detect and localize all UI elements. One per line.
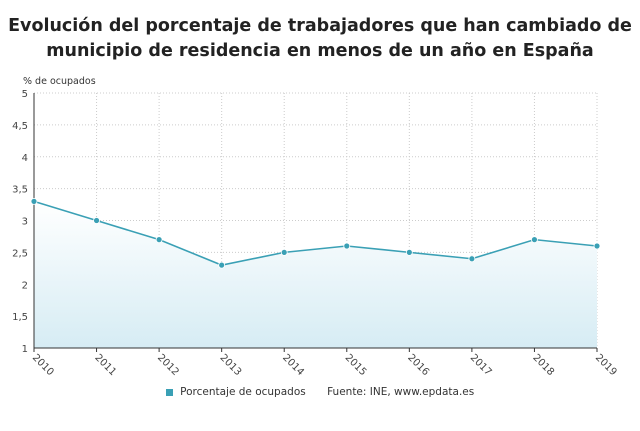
y-tick-label: 1: [22, 344, 28, 355]
y-tick-label: 1,5: [12, 312, 28, 323]
x-tick-label: 2018: [530, 352, 556, 378]
area-fill: [34, 201, 597, 348]
y-tick-label: 3: [22, 217, 28, 228]
x-tick-label: 2010: [30, 352, 56, 378]
legend-label: Porcentaje de ocupados: [180, 386, 306, 398]
data-point: [93, 217, 100, 224]
y-tick-label: 5: [22, 89, 28, 100]
y-tick-label: 3,5: [12, 185, 28, 196]
x-tick-label: 2015: [343, 352, 369, 378]
y-axis-label: % de ocupados: [23, 76, 96, 87]
data-point: [218, 261, 226, 269]
data-point: [405, 248, 413, 256]
chart-title: Evolución del porcentaje de trabajadores…: [8, 16, 632, 61]
legend: Porcentaje de ocupados Fuente: INE, www.…: [0, 386, 640, 398]
data-point: [30, 197, 38, 205]
y-tick-label: 4: [22, 153, 28, 164]
data-point: [343, 242, 351, 250]
series-line: [33, 200, 598, 266]
source-note: Fuente: INE, www.epdata.es: [327, 386, 475, 398]
y-tick-label: 2,5: [12, 248, 28, 259]
data-point: [468, 255, 476, 263]
data-point: [531, 236, 538, 244]
x-tick-label: 2013: [218, 352, 244, 378]
y-tick-label: 2: [22, 280, 28, 291]
x-tick-label: 2019: [593, 352, 619, 378]
x-tick-label: 2014: [280, 352, 306, 378]
legend-swatch: [165, 388, 173, 396]
data-point: [155, 236, 163, 244]
x-tick-label: 2016: [405, 352, 431, 378]
x-tick-label: 2011: [92, 352, 118, 378]
data-point: [280, 248, 288, 256]
x-tick-label: 2012: [155, 352, 181, 378]
data-point: [593, 242, 601, 250]
y-tick-label: 4,5: [12, 121, 28, 132]
x-tick-label: 2017: [468, 352, 494, 378]
